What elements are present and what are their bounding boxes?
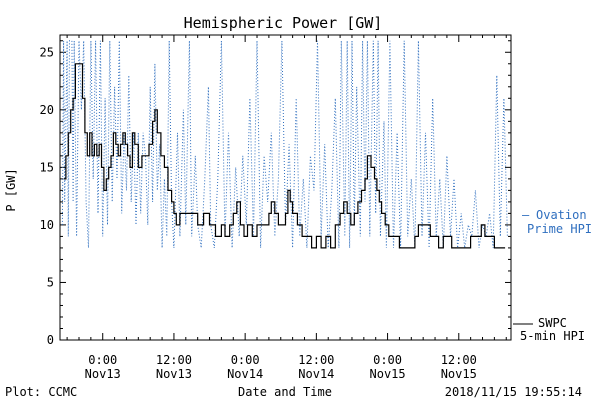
x-tick-label-date: Nov14 xyxy=(227,367,263,381)
timestamp-label: 2018/11/15 19:55:14 xyxy=(445,385,582,399)
x-tick-label-date: Nov15 xyxy=(441,367,477,381)
y-axis-label: P [GW] xyxy=(4,168,18,211)
x-tick-label-time: 0:00 xyxy=(373,353,402,367)
x-tick-label-date: Nov14 xyxy=(298,367,334,381)
legend-ovation: – Ovation Prime HPI xyxy=(522,208,592,236)
x-tick-label-date: Nov13 xyxy=(85,367,121,381)
x-tick-label-time: 12:00 xyxy=(298,353,334,367)
plot-source-label: Plot: CCMC xyxy=(5,385,77,399)
axis-ticks xyxy=(60,35,511,341)
legend-swpc-label-line1: SWPC xyxy=(538,316,567,330)
y-tick-label: 15 xyxy=(40,160,54,174)
y-tick-label: 20 xyxy=(40,103,54,117)
x-tick-label-time: 12:00 xyxy=(156,353,192,367)
legend-ovation-marker: – xyxy=(522,208,530,222)
y-tick-label: 5 xyxy=(47,275,54,289)
x-tick-label-time: 0:00 xyxy=(231,353,260,367)
x-tick-label-time: 0:00 xyxy=(88,353,117,367)
legend-swpc-label-line2: 5-min HPI xyxy=(520,329,585,343)
plot-frame xyxy=(59,34,512,341)
legend-ovation-label-line1: Ovation xyxy=(536,208,587,222)
y-tick-label: 10 xyxy=(40,218,54,232)
x-tick-labels: 0:00Nov1312:00Nov130:00Nov1412:00Nov140:… xyxy=(85,353,477,381)
y-tick-label: 25 xyxy=(40,45,54,59)
x-tick-label-time: 12:00 xyxy=(441,353,477,367)
x-tick-label-date: Nov13 xyxy=(156,367,192,381)
chart-title: Hemispheric Power [GW] xyxy=(184,14,383,32)
legend-ovation-label-line2: Prime HPI xyxy=(527,222,592,236)
y-tick-labels: 0 5 10 15 20 25 xyxy=(40,45,54,347)
swpc-series-line xyxy=(63,63,506,249)
x-tick-label-date: Nov15 xyxy=(370,367,406,381)
y-tick-label: 0 xyxy=(47,333,54,347)
legend-swpc: SWPC 5-min HPI xyxy=(513,316,585,343)
x-axis-label: Date and Time xyxy=(238,385,332,399)
